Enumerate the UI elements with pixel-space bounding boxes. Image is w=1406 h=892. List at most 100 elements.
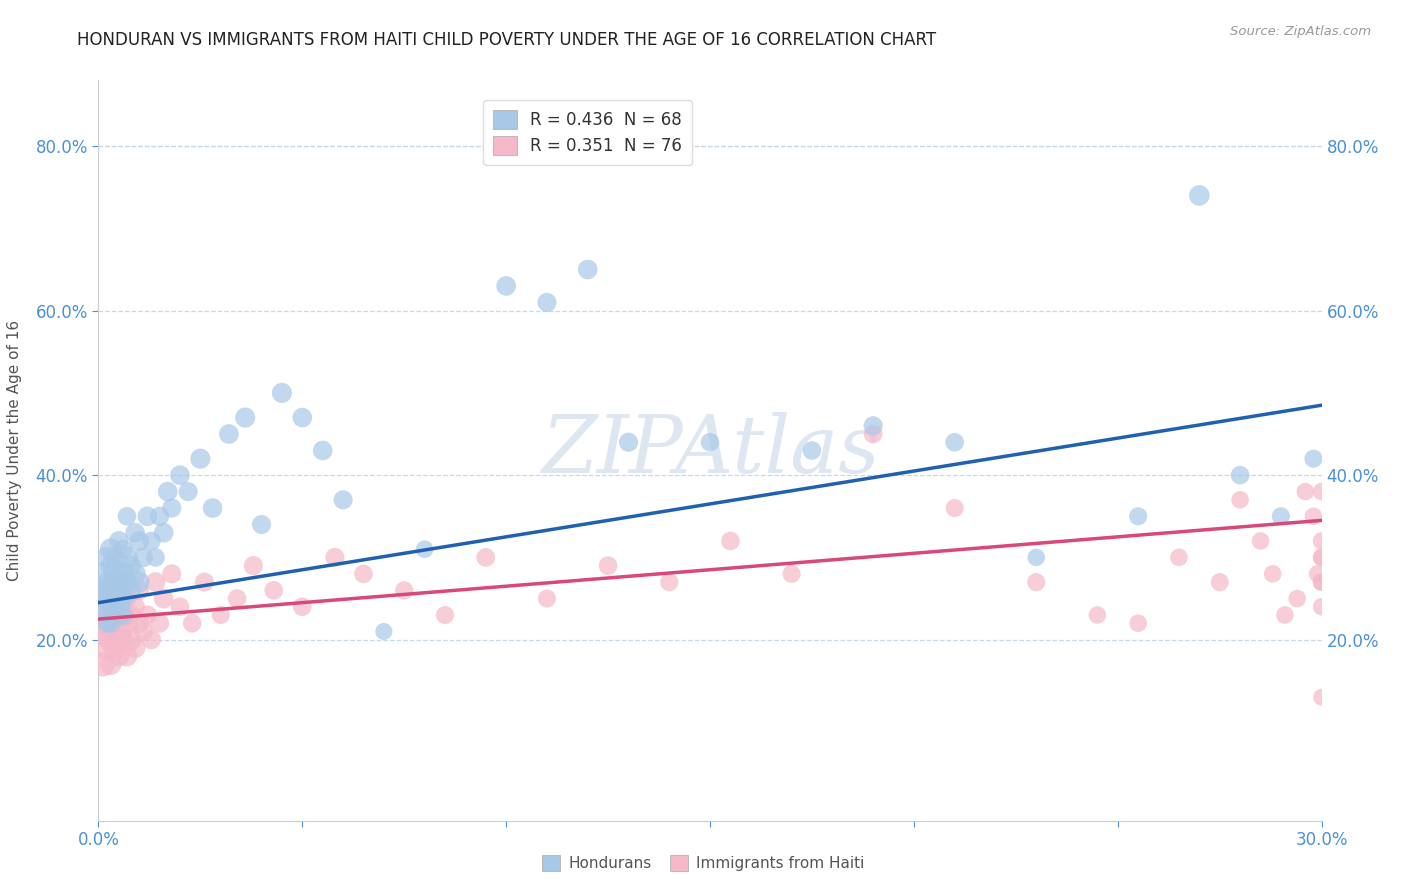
Point xyxy=(323,550,346,565)
Point xyxy=(104,575,127,590)
Point xyxy=(124,525,146,540)
Point xyxy=(152,591,174,606)
Point xyxy=(108,599,131,614)
Point xyxy=(1310,575,1333,590)
Point xyxy=(128,583,150,598)
Point xyxy=(160,566,183,581)
Point xyxy=(718,533,742,548)
Point xyxy=(111,566,134,581)
Point xyxy=(96,591,118,606)
Point xyxy=(115,591,138,606)
Point xyxy=(943,501,966,516)
Point xyxy=(1025,550,1047,565)
Point xyxy=(115,550,138,565)
Point xyxy=(193,575,215,590)
Point xyxy=(536,295,558,310)
Text: ZIPAtlas: ZIPAtlas xyxy=(541,412,879,489)
Point xyxy=(100,542,122,557)
Point xyxy=(104,640,127,655)
Point xyxy=(96,616,118,631)
Point xyxy=(141,533,163,548)
Point xyxy=(111,591,134,606)
Point xyxy=(943,435,966,450)
Point xyxy=(352,566,374,581)
Point xyxy=(1306,566,1329,581)
Point xyxy=(104,607,127,622)
Point xyxy=(96,550,118,565)
Point xyxy=(169,468,191,483)
Point xyxy=(132,624,155,639)
Point xyxy=(263,583,285,598)
Point xyxy=(1302,451,1324,466)
Point xyxy=(124,599,146,614)
Point xyxy=(1310,575,1333,590)
Point xyxy=(115,509,138,524)
Legend: R = 0.436  N = 68, R = 0.351  N = 76: R = 0.436 N = 68, R = 0.351 N = 76 xyxy=(484,100,692,165)
Point xyxy=(1128,616,1150,631)
Point xyxy=(332,492,354,507)
Point xyxy=(100,632,122,647)
Point xyxy=(218,427,240,442)
Point xyxy=(128,616,150,631)
Point xyxy=(598,558,620,573)
Point xyxy=(188,451,212,466)
Point xyxy=(111,583,134,598)
Point xyxy=(136,607,159,622)
Text: HONDURAN VS IMMIGRANTS FROM HAITI CHILD POVERTY UNDER THE AGE OF 16 CORRELATION : HONDURAN VS IMMIGRANTS FROM HAITI CHILD … xyxy=(77,31,936,49)
Point xyxy=(291,410,314,425)
Point xyxy=(1310,533,1333,548)
Point xyxy=(104,616,127,631)
Point xyxy=(1310,550,1333,565)
Point xyxy=(658,575,681,590)
Point xyxy=(270,385,294,400)
Point xyxy=(149,509,172,524)
Point xyxy=(141,632,163,647)
Point xyxy=(576,262,599,277)
Point xyxy=(434,607,457,622)
Point xyxy=(111,632,134,647)
Point xyxy=(96,640,118,655)
Point xyxy=(1188,188,1211,202)
Point xyxy=(1261,566,1284,581)
Point xyxy=(160,501,183,516)
Point xyxy=(250,517,273,532)
Point xyxy=(862,418,884,433)
Point xyxy=(156,484,179,499)
Point xyxy=(108,583,131,598)
Point xyxy=(108,533,131,548)
Point xyxy=(124,566,146,581)
Point xyxy=(91,607,114,622)
Point xyxy=(120,558,142,573)
Point xyxy=(120,583,142,598)
Point xyxy=(91,583,114,598)
Point xyxy=(132,550,155,565)
Point xyxy=(111,607,134,622)
Text: Source: ZipAtlas.com: Source: ZipAtlas.com xyxy=(1230,25,1371,38)
Point xyxy=(96,616,118,631)
Point xyxy=(96,575,118,590)
Point xyxy=(1302,509,1324,524)
Point xyxy=(111,542,134,557)
Point xyxy=(226,591,249,606)
Point xyxy=(1294,484,1316,499)
Point xyxy=(152,525,174,540)
Point xyxy=(100,591,122,606)
Point xyxy=(1310,599,1333,614)
Point xyxy=(145,550,167,565)
Point xyxy=(108,599,131,614)
Point xyxy=(96,583,118,598)
Point xyxy=(181,616,204,631)
Point xyxy=(100,607,122,622)
Point xyxy=(100,558,122,573)
Point xyxy=(100,599,122,614)
Point xyxy=(91,657,114,672)
Point xyxy=(536,591,558,606)
Point xyxy=(1229,468,1251,483)
Point xyxy=(1310,484,1333,499)
Point xyxy=(413,542,436,557)
Y-axis label: Child Poverty Under the Age of 16: Child Poverty Under the Age of 16 xyxy=(7,320,21,581)
Point xyxy=(1025,575,1047,590)
Point xyxy=(233,410,256,425)
Point xyxy=(201,501,224,516)
Point xyxy=(100,657,122,672)
